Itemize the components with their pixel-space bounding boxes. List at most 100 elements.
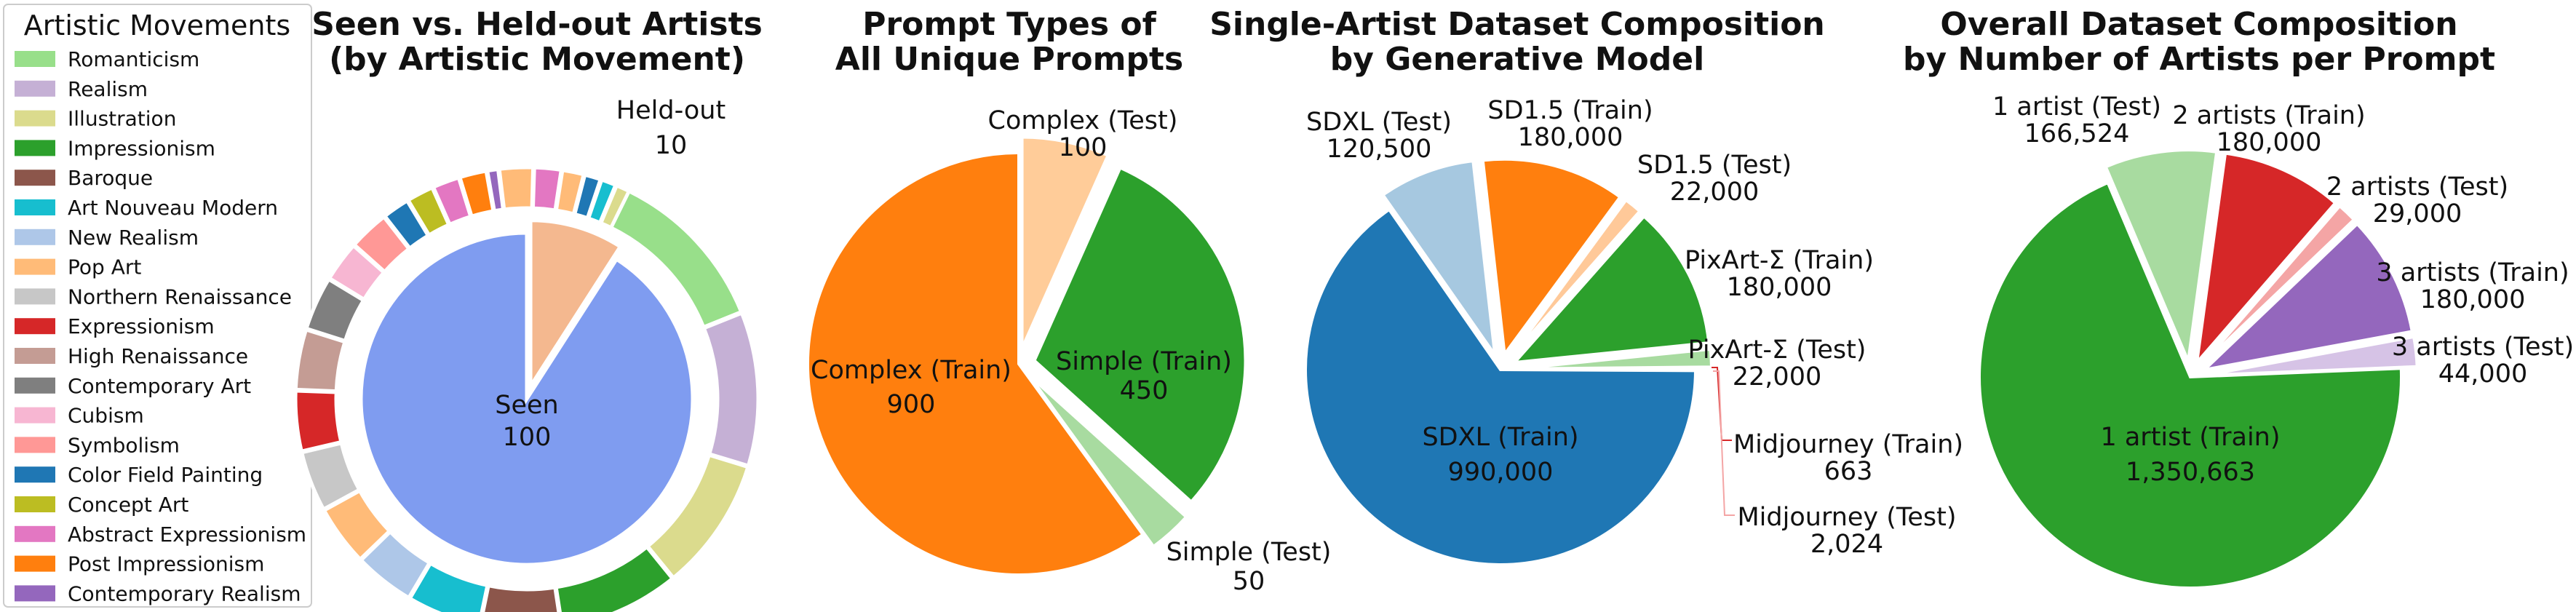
legend-label-expressionism: Expressionism xyxy=(68,314,215,338)
chart-1-ring-segment xyxy=(598,183,632,231)
chart-2-pie xyxy=(806,135,1247,576)
chart-3-label-pixart-train: PixArt-Σ (Train) xyxy=(1685,246,1874,275)
chart-1-ring-segment xyxy=(530,165,564,212)
chart-1-label-heldout: Held-out xyxy=(616,96,726,125)
legend-label-contemporary-art: Contemporary Art xyxy=(68,374,251,398)
chart-4-value-3-artists-test: 44,000 xyxy=(2438,359,2527,389)
legend-label-northern-renaissance: Northern Renaissance xyxy=(68,285,292,309)
chart-1-outer-ring xyxy=(293,165,760,612)
chart-1-slice-seen xyxy=(359,231,695,567)
legend-swatch-romanticism xyxy=(15,51,55,67)
chart-3-value-midjourney-train: 663 xyxy=(1824,457,1873,486)
chart-4-slice-3-artists-test xyxy=(2206,335,2419,377)
chart-2-label-complex-test: Complex (Test) xyxy=(988,106,1178,135)
legend-swatch-new-realism xyxy=(15,228,55,245)
legend-swatch-concept-art xyxy=(15,496,55,512)
legend-label-symbolism: Symbolism xyxy=(68,433,180,457)
chart-2-label-simple-test: Simple (Test) xyxy=(1166,538,1332,567)
chart-3-value-sdxl-train: 990,000 xyxy=(1448,458,1554,487)
legend-swatch-realism xyxy=(15,80,55,97)
chart-3-value-sd15-train: 180,000 xyxy=(1518,123,1623,152)
legend-swatch-northern-renaissance xyxy=(15,288,55,305)
chart-3-label-pixart-test: PixArt-Σ (Test) xyxy=(1688,335,1867,365)
legend-swatch-high-renaissance xyxy=(15,348,55,364)
chart-3-slice-pixart-train xyxy=(1511,214,1711,365)
legend-swatch-contemporary-art xyxy=(15,377,55,394)
legend-label-romanticism: Romanticism xyxy=(68,47,199,71)
legend-label-color-field-painting: Color Field Painting xyxy=(68,463,263,487)
legend-swatch-contemporary-realism xyxy=(15,585,55,602)
chart-1-ring-segment xyxy=(405,185,452,238)
legend-swatch-art-nouveau-modern xyxy=(15,199,55,215)
chart-1-ring-segment xyxy=(322,488,392,563)
chart-2-slice-complex-train xyxy=(806,151,1145,576)
chart-artists-per-prompt: Overall Dataset Composition by Number of… xyxy=(1903,6,2574,590)
chart-1-ring-segment xyxy=(554,167,587,217)
chart-4-pie xyxy=(1978,148,2419,590)
legend-swatch-baroque xyxy=(15,170,55,186)
chart-1-ring-segment xyxy=(481,583,561,612)
chart-4-slice-2-artists-train xyxy=(2195,151,2338,367)
chart-1-ring-segment xyxy=(382,198,431,251)
chart-1-ring-segment xyxy=(327,242,387,302)
chart-2-value-simple-train: 450 xyxy=(1120,376,1169,405)
legend-label-pop-art: Pop Art xyxy=(68,255,141,279)
legend-label-abstract-expressionism: Abstract Expressionism xyxy=(68,522,306,547)
legend-items: Romanticism Realism Illustration Impression… xyxy=(15,47,306,605)
chart-1-value-heldout: 10 xyxy=(655,131,688,160)
legend-swatch-cubism xyxy=(15,407,55,424)
chart-2-label-complex-train: Complex (Train) xyxy=(811,356,1011,385)
chart-2-slice-complex-test xyxy=(1020,135,1110,349)
chart-1-ring-segment xyxy=(358,529,432,600)
chart-3-leader-line-midjourney-test xyxy=(1713,370,1735,516)
chart-1-slice-held-out xyxy=(528,218,623,393)
legend-label-new-realism: New Realism xyxy=(68,226,199,250)
legend-label-high-renaissance: High Renaissance xyxy=(68,344,248,368)
chart-3-value-sd15-test: 22,000 xyxy=(1670,178,1759,207)
legend-swatch-abstract-expressionism xyxy=(15,525,55,542)
chart-2-value-simple-test: 50 xyxy=(1233,567,1265,596)
chart-3-value-pixart-test: 22,000 xyxy=(1733,362,1821,392)
legend: Artistic Movements Romanticism Realism Ill… xyxy=(3,4,312,608)
chart-2-slice-simple-train xyxy=(1033,165,1247,504)
chart-1-value-seen: 100 xyxy=(503,423,552,452)
chart-1-ring-segment xyxy=(586,177,619,226)
chart-1-ring-segment xyxy=(293,327,348,394)
chart-3-label-sd15-train: SD1.5 (Train) xyxy=(1487,96,1653,125)
chart-4-value-2-artists-test: 29,000 xyxy=(2373,199,2462,228)
chart-1-title-line-1: Seen vs. Held-out Artists xyxy=(311,6,763,43)
chart-1-ring-segment xyxy=(407,560,490,612)
chart-3-slice-sdxl-test xyxy=(1380,159,1497,356)
chart-4-label-2-artists-train: 2 artists (Train) xyxy=(2172,101,2365,130)
chart-1-inner-pie xyxy=(359,218,695,567)
legend-label-art-nouveau-modern: Art Nouveau Modern xyxy=(68,196,278,220)
legend-swatch-impressionism xyxy=(15,140,55,156)
chart-2-value-complex-test: 100 xyxy=(1059,133,1108,162)
chart-1-ring-segment xyxy=(554,544,675,612)
chart-2-label-simple-train: Simple (Train) xyxy=(1056,347,1232,376)
chart-seen-vs-heldout: Seen vs. Held-out Artists (by Artistic M… xyxy=(293,6,763,612)
chart-3-label-sdxl-test: SDXL (Test) xyxy=(1306,108,1452,137)
legend-label-illustration: Illustration xyxy=(68,107,176,131)
chart-1-ring-segment xyxy=(299,440,362,512)
chart-1-ring-segment xyxy=(457,169,496,219)
chart-4-label-3-artists-train: 3 artists (Train) xyxy=(2376,258,2569,287)
chart-4-slice-3-artists-train xyxy=(2200,221,2414,373)
chart-prompt-types: Prompt Types of All Unique Prompts Compl… xyxy=(806,6,1332,596)
legend-label-contemporary-realism: Contemporary Realism xyxy=(68,581,301,605)
chart-1-label-seen: Seen xyxy=(495,391,558,420)
chart-1-ring-segment xyxy=(351,214,412,275)
chart-1-ring-segment xyxy=(293,389,343,454)
legend-swatch-post-impressionism xyxy=(15,555,55,572)
legend-swatch-pop-art xyxy=(15,258,55,275)
chart-1-ring-segment xyxy=(572,172,603,220)
legend-box xyxy=(3,4,312,608)
legend-label-cubism: Cubism xyxy=(68,404,144,428)
chart-2-title-line-2: All Unique Prompts xyxy=(835,41,1183,78)
chart-3-label-sdxl-train: SDXL (Train) xyxy=(1422,423,1578,452)
chart-4-value-3-artists-train: 180,000 xyxy=(2420,285,2526,314)
chart-3-pie xyxy=(1304,157,1714,566)
legend-swatch-illustration xyxy=(15,110,55,127)
chart-4-slice-2-artists-test xyxy=(2200,204,2356,367)
chart-4-title-line-2: by Number of Artists per Prompt xyxy=(1903,41,2495,78)
